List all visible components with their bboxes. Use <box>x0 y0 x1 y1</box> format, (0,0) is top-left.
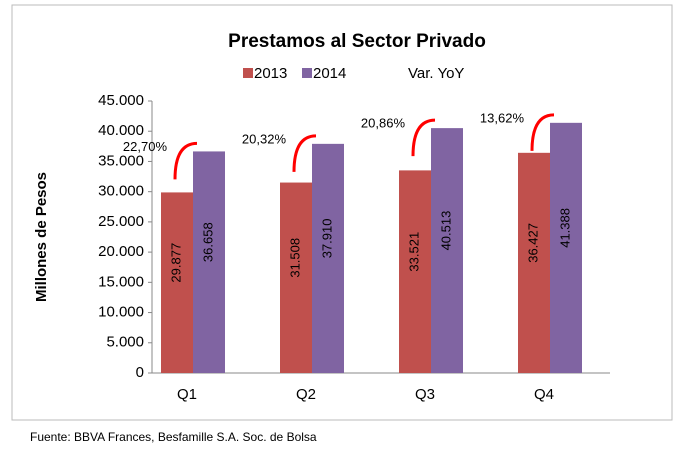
legend-swatch <box>243 68 253 78</box>
y-tick-label: 15.000 <box>98 273 144 290</box>
bar-value-label: 36.658 <box>200 222 215 262</box>
bar-value-label: 41.388 <box>557 208 572 248</box>
legend-label: 2014 <box>313 65 346 82</box>
bar-value-label: 29.877 <box>168 243 183 283</box>
bar <box>518 152 550 373</box>
y-tick-label: 10.000 <box>98 304 144 321</box>
x-tick-label: Q4 <box>534 386 554 403</box>
yoy-arc <box>530 113 555 151</box>
bar <box>280 182 312 373</box>
bar <box>550 122 582 373</box>
bar-value-label: 40.513 <box>438 211 453 251</box>
y-tick-label: 30.000 <box>98 183 144 200</box>
y-tick-label: 0 <box>136 364 144 381</box>
bar <box>431 128 463 373</box>
x-tick-label: Q1 <box>177 386 197 403</box>
x-tick-label: Q3 <box>415 386 435 403</box>
y-tick-label: 25.000 <box>98 213 144 230</box>
chart-title: Prestamos al Sector Privado <box>228 31 486 52</box>
source-note: Fuente: BBVA Frances, Besfamille S.A. So… <box>30 430 317 444</box>
y-tick-label: 5.000 <box>106 334 144 351</box>
yoy-label: 20,86% <box>361 116 406 131</box>
yoy-label: 20,32% <box>242 131 287 146</box>
bar <box>161 192 193 373</box>
yoy-label: 13,62% <box>480 110 525 125</box>
bar-value-label: 36.427 <box>525 223 540 263</box>
yoy-label: 22,70% <box>123 139 168 154</box>
bar <box>312 143 344 373</box>
y-tick-label: 45.000 <box>98 92 144 109</box>
bar-value-label: 31.508 <box>287 238 302 278</box>
yoy-arc <box>411 118 436 157</box>
y-tick-label: 20.000 <box>98 243 144 260</box>
legend-label: 2013 <box>254 65 287 82</box>
legend-swatch <box>302 68 312 78</box>
bar <box>399 170 431 373</box>
bar <box>193 151 225 373</box>
legend-label: Var. YoY <box>408 65 464 82</box>
yoy-arc <box>173 141 198 180</box>
y-tick-label: 40.000 <box>98 122 144 139</box>
yoy-arc <box>292 134 317 172</box>
y-tick-label: 35.000 <box>98 152 144 169</box>
bar-value-label: 37.910 <box>319 219 334 259</box>
y-axis-label: Millones de Pesos <box>33 172 50 302</box>
x-tick-label: Q2 <box>296 386 316 403</box>
bar-value-label: 33.521 <box>406 232 421 272</box>
